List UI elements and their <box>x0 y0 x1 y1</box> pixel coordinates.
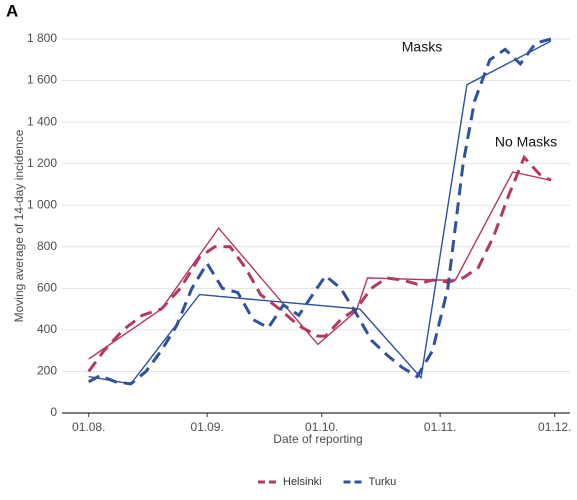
y-tick-label: 1 800 <box>27 31 57 45</box>
y-axis-title: Moving average of 14-day incidence <box>12 129 26 322</box>
x-tick-label: 01.12. <box>538 420 571 434</box>
x-tick-label: 01.08. <box>72 420 105 434</box>
y-tick-label: 1 000 <box>27 197 57 211</box>
x-tick-label: 01.09. <box>190 420 223 434</box>
data-line <box>87 154 552 373</box>
x-axis-title: Date of reporting <box>273 432 362 446</box>
legend-label: Turku <box>369 476 397 488</box>
fit-line <box>88 171 552 360</box>
x-tick-label: 01.10. <box>305 420 338 434</box>
fit-line <box>88 40 552 385</box>
y-tick-label: 200 <box>37 364 57 378</box>
y-tick-label: 600 <box>37 281 57 295</box>
legend-label: Helsinki <box>283 476 322 488</box>
y-tick-label: 1 400 <box>27 114 57 128</box>
y-tick-label: 800 <box>37 239 57 253</box>
annotation: Masks <box>402 39 442 55</box>
y-tick-label: 1 200 <box>27 156 57 170</box>
y-tick-label: 0 <box>50 405 57 419</box>
y-tick-label: 400 <box>37 322 57 336</box>
panel-label: A <box>6 1 18 20</box>
annotation: No Masks <box>495 134 557 150</box>
data-line <box>87 37 552 386</box>
x-tick-label: 01.11. <box>424 420 456 434</box>
y-tick-label: 1 600 <box>27 73 57 87</box>
